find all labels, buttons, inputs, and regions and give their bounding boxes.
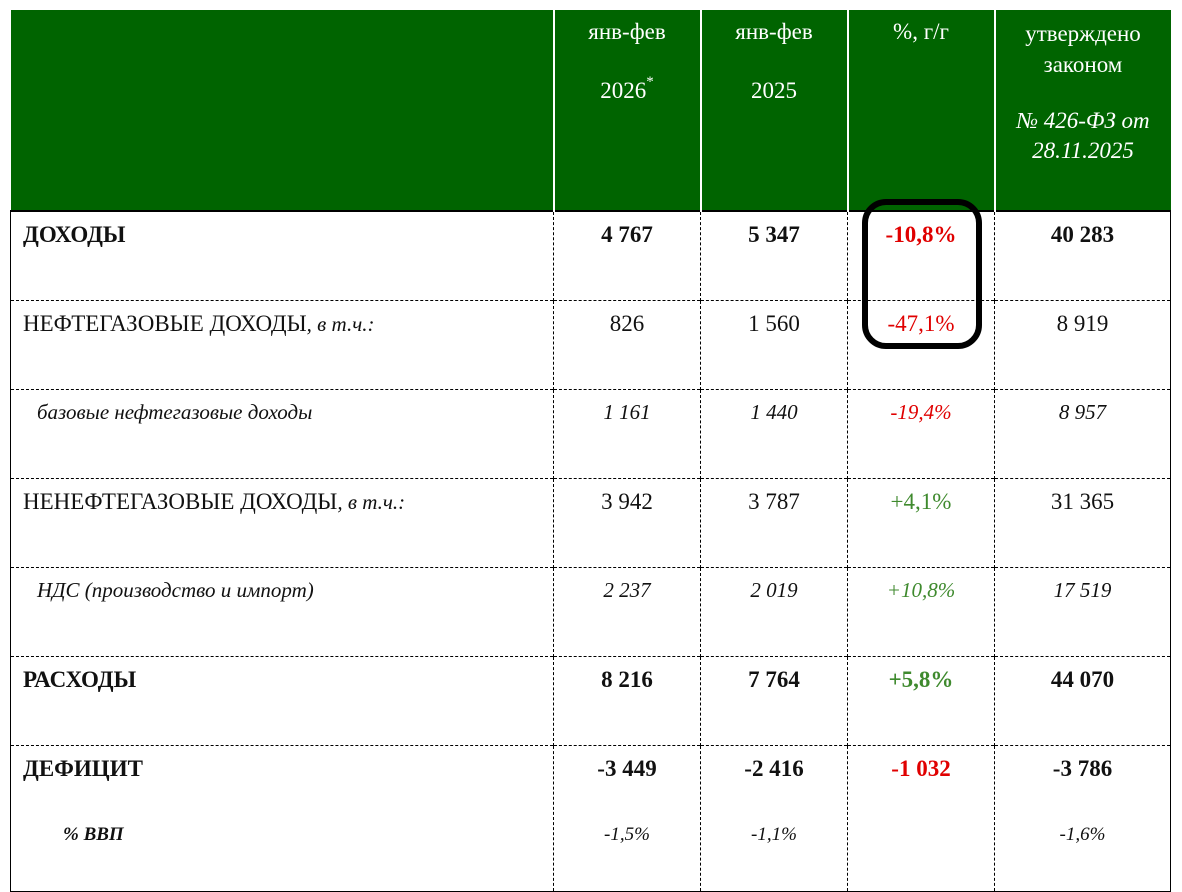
cell-2026: 4 767 <box>553 210 701 301</box>
cell-law: 31 365 <box>994 478 1171 568</box>
cell-2025: -2 416 -1,1% <box>700 745 848 892</box>
cell-2025: 5 347 <box>700 210 848 301</box>
cell-2025: 3 787 <box>700 478 848 568</box>
table-row-expenses: РАСХОДЫ 8 216 7 764 +5,8% 44 070 <box>10 656 1171 746</box>
row-label: НЕФТЕГАЗОВЫЕ ДОХОДЫ, в т.ч.: <box>10 300 554 390</box>
gdp-share-label: % ВВП <box>63 824 124 845</box>
cell-2025: 7 764 <box>700 656 848 746</box>
header-period-2026: янв-фев <box>588 19 666 44</box>
cell-law: 40 283 <box>994 210 1171 301</box>
header-year-2026: 2026 <box>600 77 647 103</box>
row-label: ДОХОДЫ <box>10 210 554 301</box>
cell-2026: 3 942 <box>553 478 701 568</box>
row-label-suffix: , в т.ч.: <box>337 490 406 514</box>
header-yoy-percent: %, г/г <box>846 10 995 211</box>
footnote-asterisk: * <box>646 73 654 90</box>
row-label-text: ДЕФИЦИТ <box>23 756 143 781</box>
table-row-deficit: ДЕФИЦИТ % ВВП -3 449 -1,5% -2 416 -1,1% … <box>10 745 1171 892</box>
cell-2025-value: -2 416 <box>744 756 804 781</box>
cell-2025: 1 440 <box>700 389 848 479</box>
cell-2026: 2 237 <box>553 567 701 657</box>
cell-yoy: +4,1% <box>847 478 995 568</box>
table-row-revenue: ДОХОДЫ 4 767 5 347 -10,8% 40 283 <box>10 210 1171 301</box>
cell-yoy-value: -1 032 <box>891 756 951 781</box>
row-label-text: НЕНЕФТЕГАЗОВЫЕ ДОХОДЫ <box>23 489 338 514</box>
row-label: НЕНЕФТЕГАЗОВЫЕ ДОХОДЫ, в т.ч.: <box>10 478 554 568</box>
table-row-non-oil-gas: НЕНЕФТЕГАЗОВЫЕ ДОХОДЫ, в т.ч.: 3 942 3 7… <box>10 478 1171 568</box>
row-label-suffix: , в т.ч.: <box>306 312 375 336</box>
cell-yoy: -10,8% <box>847 210 995 301</box>
header-approved-by-law: утверждено законом № 426-ФЗ от 28.11.202… <box>993 10 1171 211</box>
cell-2026: 1 161 <box>553 389 701 479</box>
cell-2026: -3 449 -1,5% <box>553 745 701 892</box>
table-row-base-oil-gas: базовые нефтегазовые доходы 1 161 1 440 … <box>10 389 1171 479</box>
table-row-vat: НДС (производство и импорт) 2 237 2 019 … <box>10 567 1171 657</box>
cell-law: 8 919 <box>994 300 1171 390</box>
gdp-share-law: -1,6% <box>1059 824 1106 845</box>
cell-2025: 2 019 <box>700 567 848 657</box>
header-law-reference: № 426-ФЗ от 28.11.2025 <box>1016 108 1150 163</box>
cell-law: 17 519 <box>994 567 1171 657</box>
header-year-2025: 2025 <box>751 77 797 103</box>
gdp-share-2026: -1,5% <box>604 824 650 845</box>
cell-2026-value: -3 449 <box>597 756 657 781</box>
cell-law: -3 786 -1,6% <box>994 745 1171 892</box>
budget-table: янв-фев 2026* янв-фев 2025 %, г/г утверж… <box>10 10 1171 892</box>
table-row-oil-gas: НЕФТЕГАЗОВЫЕ ДОХОДЫ, в т.ч.: 826 1 560 -… <box>10 300 1171 390</box>
cell-2026: 826 <box>553 300 701 390</box>
cell-yoy: -19,4% <box>847 389 995 479</box>
cell-yoy: -1 032 <box>847 745 995 892</box>
cell-2025: 1 560 <box>700 300 848 390</box>
row-label: РАСХОДЫ <box>10 656 554 746</box>
header-jan-feb-2025: янв-фев 2025 <box>699 10 848 211</box>
cell-law-value: -3 786 <box>1052 756 1113 781</box>
row-label: ДЕФИЦИТ % ВВП <box>10 745 554 892</box>
header-period-2025: янв-фев <box>735 19 813 44</box>
table-body: ДОХОДЫ 4 767 5 347 -10,8% 40 283 НЕФТЕГА… <box>10 210 1171 892</box>
row-label: базовые нефтегазовые доходы <box>10 389 554 479</box>
cell-2026: 8 216 <box>553 656 701 746</box>
header-approved-label: утверждено законом <box>1025 21 1141 78</box>
header-jan-feb-2026: янв-фев 2026* <box>552 10 701 211</box>
table-header: янв-фев 2026* янв-фев 2025 %, г/г утверж… <box>10 10 1171 211</box>
cell-yoy: -47,1% <box>847 300 995 390</box>
header-yoy-label: %, г/г <box>893 19 949 44</box>
row-label-text: НЕФТЕГАЗОВЫЕ ДОХОДЫ <box>23 311 307 336</box>
row-label: НДС (производство и импорт) <box>10 567 554 657</box>
gdp-share-2025: -1,1% <box>751 824 797 845</box>
header-label-column <box>10 10 554 211</box>
cell-yoy: +10,8% <box>847 567 995 657</box>
cell-law: 8 957 <box>994 389 1171 479</box>
cell-yoy: +5,8% <box>847 656 995 746</box>
cell-law: 44 070 <box>994 656 1171 746</box>
